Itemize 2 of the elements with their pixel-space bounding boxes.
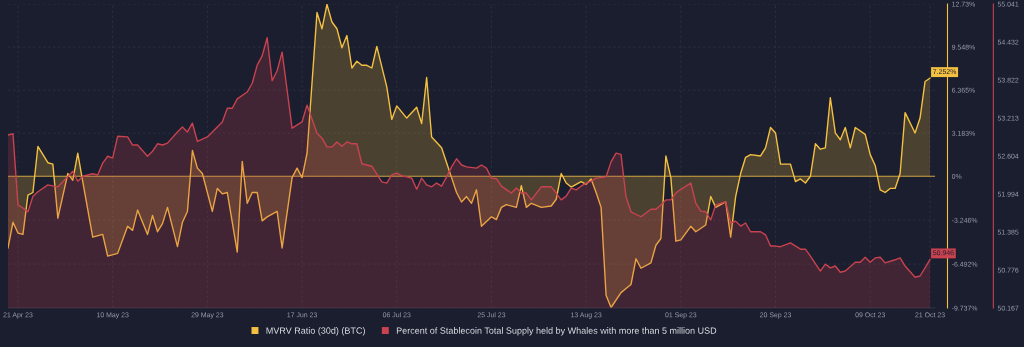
- legend-label: MVRV Ratio (30d) (BTC): [266, 327, 365, 336]
- legend-label: Percent of Stablecoin Total Supply held by Whales with more than 5 million USD: [396, 327, 717, 336]
